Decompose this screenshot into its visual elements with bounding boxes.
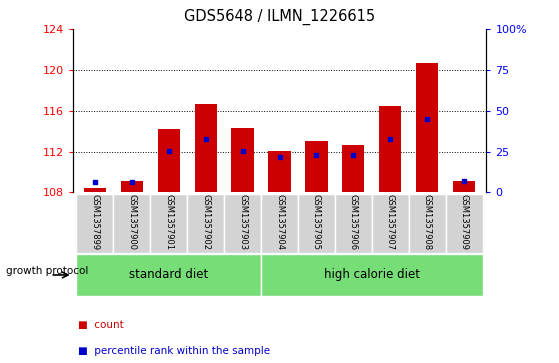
Text: standard diet: standard diet (129, 269, 209, 281)
Text: GSM1357899: GSM1357899 (91, 194, 100, 250)
Text: GSM1357907: GSM1357907 (386, 194, 395, 250)
Text: GSM1357902: GSM1357902 (201, 194, 210, 250)
Bar (231, 128, 254, 192)
Text: GSM1357905: GSM1357905 (312, 194, 321, 250)
FancyBboxPatch shape (187, 193, 224, 253)
Text: ■  percentile rank within the sample: ■ percentile rank within the sample (78, 346, 271, 356)
FancyBboxPatch shape (113, 193, 150, 253)
Text: growth protocol: growth protocol (6, 266, 88, 276)
FancyBboxPatch shape (150, 193, 187, 253)
FancyBboxPatch shape (446, 193, 482, 253)
Bar (268, 151, 291, 192)
Bar (416, 63, 438, 192)
Bar (121, 181, 143, 192)
FancyBboxPatch shape (409, 193, 446, 253)
Text: GSM1357901: GSM1357901 (164, 194, 173, 250)
FancyBboxPatch shape (335, 193, 372, 253)
Text: high calorie diet: high calorie diet (324, 269, 420, 281)
Bar (379, 106, 401, 192)
Text: GSM1357904: GSM1357904 (275, 194, 284, 250)
Bar (158, 129, 180, 192)
Bar (84, 188, 106, 192)
Bar (195, 103, 217, 192)
Text: GSM1357900: GSM1357900 (127, 194, 136, 250)
Text: GSM1357903: GSM1357903 (238, 194, 247, 250)
Bar (453, 181, 475, 192)
FancyBboxPatch shape (372, 193, 409, 253)
FancyBboxPatch shape (77, 193, 113, 253)
Text: ■  count: ■ count (78, 320, 124, 330)
FancyBboxPatch shape (261, 254, 482, 296)
Text: GSM1357909: GSM1357909 (459, 194, 468, 250)
Text: GSM1357908: GSM1357908 (423, 194, 432, 250)
FancyBboxPatch shape (298, 193, 335, 253)
Text: GDS5648 / ILMN_1226615: GDS5648 / ILMN_1226615 (184, 9, 375, 25)
Bar (305, 141, 328, 192)
FancyBboxPatch shape (224, 193, 261, 253)
FancyBboxPatch shape (77, 254, 261, 296)
FancyBboxPatch shape (261, 193, 298, 253)
Text: GSM1357906: GSM1357906 (349, 194, 358, 250)
Bar (342, 146, 364, 192)
